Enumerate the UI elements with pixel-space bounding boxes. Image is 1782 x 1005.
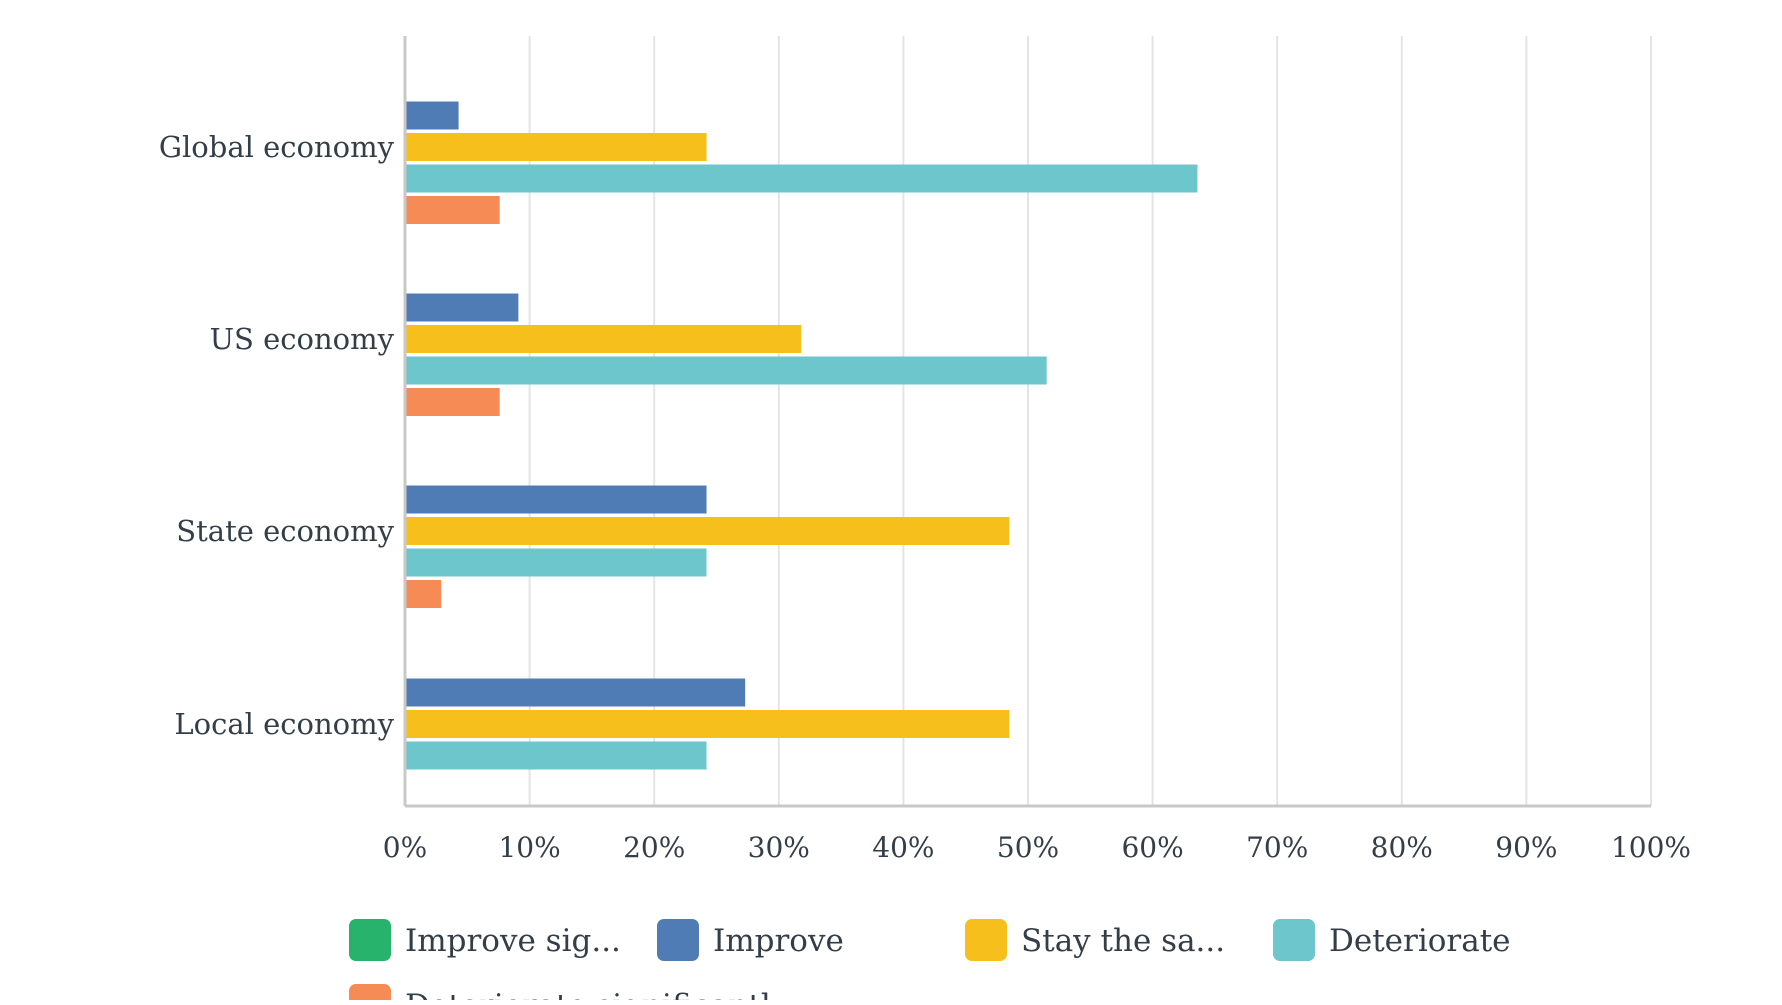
legend-label-deteriorate-significantly[interactable]: Deteriorate significantly <box>405 988 789 1005</box>
legend-label-improve-sig[interactable]: Improve sig... <box>405 923 621 959</box>
legend-swatch-deteriorate[interactable] <box>1273 919 1315 961</box>
x-tick-label: 20% <box>623 831 685 864</box>
legend-swatch-improve-sig[interactable] <box>349 919 391 961</box>
bar-state-economy-stay-the-sa[interactable] <box>405 517 1010 545</box>
axes: 0% 10% 20% 30% 40% 50% 60% 70% 80% 90% 100% Global … <box>159 36 1691 864</box>
category-label-local-economy: Local economy <box>174 707 394 741</box>
bar-global-economy-deteriorate[interactable] <box>405 164 1198 193</box>
x-tick-label: 30% <box>748 831 810 864</box>
bar-us-economy-improve[interactable] <box>405 293 519 322</box>
x-tick-label: 70% <box>1246 831 1308 864</box>
bar-local-economy-stay-the-sa[interactable] <box>405 710 1010 738</box>
bar-global-economy-deteriorate-significantly[interactable] <box>405 196 500 224</box>
bar-us-economy-deteriorate[interactable] <box>405 356 1047 385</box>
bar-state-economy-improve[interactable] <box>405 485 707 514</box>
bar-state-economy-deteriorate[interactable] <box>405 548 707 577</box>
legend-swatch-deteriorate-significantly[interactable] <box>349 984 391 1005</box>
x-tick-label: 0% <box>383 831 427 864</box>
x-tick-label: 10% <box>498 831 560 864</box>
legend-label-improve[interactable]: Improve <box>713 923 844 959</box>
x-tick-label: 90% <box>1495 831 1557 864</box>
x-tick-label: 40% <box>872 831 934 864</box>
bar-state-economy-deteriorate-significantly[interactable] <box>405 580 442 608</box>
category-label-state-economy: State economy <box>176 514 394 548</box>
category-label-us-economy: US economy <box>210 322 395 356</box>
x-tick-label: 50% <box>997 831 1059 864</box>
bar-us-economy-stay-the-sa[interactable] <box>405 325 802 353</box>
gridlines <box>528 36 1652 806</box>
x-tick-label: 100% <box>1611 831 1691 864</box>
legend: Improve sig... Improve Stay the sa... Deter… <box>349 919 1511 1005</box>
bars <box>405 101 1198 770</box>
legend-swatch-stay-the-sa[interactable] <box>965 919 1007 961</box>
bar-local-economy-deteriorate[interactable] <box>405 741 707 770</box>
bar-local-economy-improve[interactable] <box>405 678 746 707</box>
bar-global-economy-improve[interactable] <box>405 101 459 130</box>
bar-us-economy-deteriorate-significantly[interactable] <box>405 388 500 416</box>
x-tick-label: 80% <box>1371 831 1433 864</box>
legend-label-stay-the-sa[interactable]: Stay the sa... <box>1021 923 1225 959</box>
legend-swatch-improve[interactable] <box>657 919 699 961</box>
category-label-global-economy: Global economy <box>159 130 395 164</box>
legend-label-deteriorate[interactable]: Deteriorate <box>1329 923 1511 959</box>
bar-global-economy-stay-the-sa[interactable] <box>405 133 707 161</box>
x-tick-label: 60% <box>1121 831 1183 864</box>
